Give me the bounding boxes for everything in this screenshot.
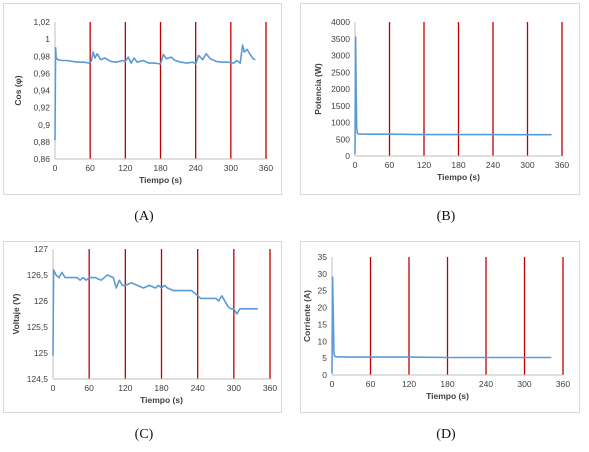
caption-a: (A) (134, 209, 154, 224)
series-line (52, 268, 258, 356)
y-tick-label: 30 (318, 269, 328, 279)
y-tick-label: 0,94 (33, 86, 50, 96)
x-tick-label: 180 (440, 379, 454, 389)
y-tick-label: 3000 (331, 51, 350, 61)
x-axis-label: Tiempo (s) (426, 391, 469, 401)
y-tick-label: 1,02 (33, 17, 50, 27)
y-tick-label: 0,88 (33, 137, 50, 147)
y-axis-label: Cos (φ) (13, 75, 23, 105)
y-tick-label: 1500 (331, 101, 350, 111)
x-tick-label: 240 (189, 163, 203, 173)
y-tick-label: 0,9 (38, 120, 50, 130)
x-tick-label: 240 (486, 160, 500, 170)
chart-a-svg: 0,86 0,88 0,9 0,92 0,94 0,96 0,98 1 1,02 0 60 120 18… (13, 17, 273, 185)
y-tick-label: 15 (318, 319, 328, 329)
y-tick-label: 500 (336, 134, 350, 144)
chart-panel-c: 124,5 125 125,5 126 126,5 127 0 60 120 180 240 300 3… (3, 241, 282, 413)
y-tick-label: 1 (45, 34, 50, 44)
chart-d-svg: 0 5 10 15 20 25 30 35 0 60 120 180 240 300 360 Tiempo (… (302, 252, 570, 401)
y-tick-label: 0 (322, 370, 327, 380)
y-tick-label: 125,5 (27, 322, 49, 332)
chart-panel-d: 0 5 10 15 20 25 30 35 0 60 120 180 240 300 360 Tiempo (… (300, 241, 580, 413)
x-tick-label: 240 (479, 379, 493, 389)
y-tick-label: 0,98 (33, 51, 50, 61)
y-tick-label: 35 (318, 252, 328, 262)
y-tick-label: 10 (318, 336, 328, 346)
caption-b: (B) (436, 209, 456, 224)
x-tick-label: 0 (330, 379, 335, 389)
x-tick-label: 180 (153, 163, 167, 173)
x-tick-label: 60 (385, 160, 395, 170)
x-tick-label: 60 (84, 383, 94, 393)
x-tick-label: 180 (154, 383, 168, 393)
x-tick-label: 360 (259, 163, 273, 173)
x-tick-label: 0 (53, 163, 58, 173)
chart-panel-b: 0 500 1000 1500 2000 2500 3000 3500 4000 0 60 120 18… (300, 3, 580, 195)
y-tick-label: 127 (34, 244, 48, 254)
x-tick-label: 120 (118, 163, 132, 173)
x-tick-label: 180 (451, 160, 465, 170)
y-tick-label: 5 (322, 353, 327, 363)
x-tick-label: 360 (556, 379, 570, 389)
y-tick-label: 3500 (331, 34, 350, 44)
y-axis-label: Corriente (A) (302, 290, 312, 342)
y-tick-label: 0 (345, 151, 350, 161)
y-tick-label: 125 (34, 348, 48, 358)
x-tick-label: 60 (85, 163, 95, 173)
x-tick-label: 300 (520, 160, 534, 170)
y-tick-label: 0,92 (33, 103, 50, 113)
x-tick-label: 120 (402, 379, 416, 389)
y-tick-label: 1000 (331, 118, 350, 128)
x-tick-label: 240 (191, 383, 205, 393)
x-axis-label: Tiempo (s) (140, 395, 183, 405)
chart-b-svg: 0 500 1000 1500 2000 2500 3000 3500 4000 0 60 120 18… (313, 17, 569, 182)
x-tick-label: 300 (517, 379, 531, 389)
series-line (54, 44, 256, 141)
x-axis-label: Tiempo (s) (139, 175, 182, 185)
y-tick-label: 4000 (331, 17, 350, 27)
y-tick-label: 124,5 (27, 374, 49, 384)
x-tick-label: 300 (224, 163, 238, 173)
y-tick-label: 126 (34, 296, 48, 306)
y-axis-label: Voltaje (V) (11, 293, 21, 334)
x-tick-label: 300 (227, 383, 241, 393)
y-tick-label: 20 (318, 303, 328, 313)
x-tick-label: 360 (555, 160, 569, 170)
y-axis-label: Potencia (W) (313, 63, 323, 115)
x-tick-label: 120 (417, 160, 431, 170)
x-tick-label: 360 (263, 383, 277, 393)
y-tick-label: 0,86 (33, 154, 50, 164)
caption-c: (C) (134, 427, 154, 442)
y-tick-label: 2500 (331, 67, 350, 77)
x-tick-label: 60 (366, 379, 376, 389)
y-tick-label: 25 (318, 286, 328, 296)
y-tick-label: 2000 (331, 84, 350, 94)
y-tick-label: 0,96 (33, 68, 50, 78)
x-tick-label: 120 (118, 383, 132, 393)
x-axis-label: Tiempo (s) (437, 172, 480, 182)
series-line (354, 36, 552, 155)
x-tick-label: 0 (353, 160, 358, 170)
caption-d: (D) (436, 427, 456, 442)
x-tick-label: 0 (51, 383, 56, 393)
chart-c-svg: 124,5 125 125,5 126 126,5 127 0 60 120 180 240 300 3… (11, 244, 277, 405)
chart-panel-a: 0,86 0,88 0,9 0,92 0,94 0,96 0,98 1 1,02 0 60 120 18… (3, 3, 282, 195)
y-tick-label: 126,5 (27, 270, 49, 280)
series-line (331, 276, 552, 374)
